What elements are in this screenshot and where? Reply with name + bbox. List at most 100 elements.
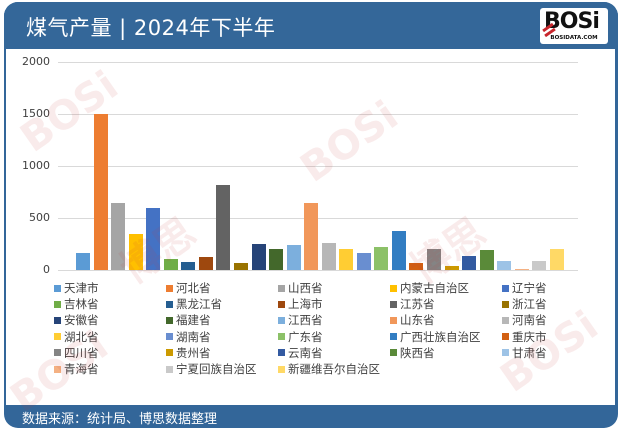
- legend-swatch-icon: [166, 333, 173, 341]
- legend-swatch-icon: [54, 300, 61, 308]
- logo-domain: BOSIDATA.COM: [550, 35, 598, 41]
- legend-label: 安徽省: [64, 313, 99, 328]
- legend-item: 云南省: [278, 345, 323, 361]
- legend-swatch-icon: [390, 349, 397, 357]
- bar-17: [356, 252, 371, 270]
- legend-item: 安徽省: [54, 312, 99, 328]
- gridline: [58, 270, 578, 271]
- header-bar: 煤气产量 | 2024年下半年 BOSi BOSIDATA.COM: [4, 2, 618, 49]
- bar-5: [146, 207, 161, 270]
- bosi-logo: BOSi BOSIDATA.COM: [540, 8, 608, 44]
- legend-swatch-icon: [166, 300, 173, 308]
- legend-swatch-icon: [54, 284, 61, 292]
- bar-13: [286, 245, 301, 270]
- bar-28: [549, 248, 564, 270]
- bar-7: [181, 262, 196, 270]
- legend-label: 内蒙古自治区: [400, 281, 469, 295]
- legend-swatch-icon: [278, 365, 285, 373]
- legend-swatch-icon: [278, 284, 285, 292]
- y-tick-label: 1000: [22, 159, 50, 172]
- legend-item: 甘肃省: [502, 345, 547, 361]
- plot-area: [58, 62, 578, 271]
- legend-item: 江苏省: [390, 296, 435, 312]
- legend-label: 广东省: [288, 329, 323, 344]
- legend-label: 甘肃省: [512, 345, 547, 360]
- legend-item: 江西省: [278, 312, 323, 328]
- data-source: 数据来源：统计局、博思数据整理: [22, 412, 218, 427]
- bar-23: [462, 255, 477, 270]
- y-tick-label: 1500: [22, 107, 50, 120]
- bar-16: [339, 248, 354, 270]
- legend-label: 吉林省: [64, 297, 99, 312]
- legend-label: 上海市: [288, 297, 323, 312]
- legend-label: 湖南省: [176, 329, 211, 344]
- bar-20: [409, 262, 424, 270]
- legend-swatch-icon: [278, 349, 285, 357]
- legend-swatch-icon: [502, 349, 509, 357]
- legend-label: 江苏省: [400, 297, 435, 312]
- legend-label: 江西省: [288, 313, 323, 328]
- legend-item: 辽宁省: [502, 280, 547, 296]
- legend-swatch-icon: [502, 300, 509, 308]
- bar-18: [374, 246, 389, 270]
- gridline: [58, 166, 578, 167]
- legend-item: 陕西省: [390, 345, 435, 361]
- bar-8: [198, 257, 213, 270]
- legend-label: 宁夏回族自治区: [176, 362, 257, 376]
- legend-item: 四川省: [54, 345, 99, 361]
- bar-10: [233, 262, 248, 270]
- legend-swatch-icon: [166, 316, 173, 324]
- footer-bar: 数据来源：统计局、博思数据整理: [4, 405, 618, 428]
- y-tick-label: 0: [43, 263, 50, 276]
- legend-swatch-icon: [54, 349, 61, 357]
- legend-label: 辽宁省: [512, 281, 547, 295]
- bar-26: [514, 268, 529, 270]
- gridline: [58, 62, 578, 63]
- bar-27: [532, 260, 547, 270]
- legend-item: 山西省: [278, 280, 323, 296]
- legend-item: 吉林省: [54, 296, 99, 312]
- legend-swatch-icon: [166, 365, 173, 373]
- bar-9: [216, 185, 231, 270]
- legend-item: 湖北省: [54, 329, 99, 345]
- legend-label: 青海省: [64, 362, 99, 376]
- legend-item: 新疆维吾尔自治区: [278, 361, 380, 377]
- legend-item: 浙江省: [502, 296, 547, 312]
- legend-label: 重庆市: [512, 329, 547, 344]
- legend-swatch-icon: [502, 333, 509, 341]
- bar-1: [76, 252, 90, 270]
- gridline: [58, 114, 578, 115]
- legend-item: 黑龙江省: [166, 296, 222, 312]
- legend-label: 广西壮族自治区: [400, 329, 481, 344]
- bar-25: [497, 260, 512, 270]
- legend-swatch-icon: [166, 284, 173, 292]
- legend-label: 陕西省: [400, 345, 435, 360]
- bar-14: [304, 203, 319, 270]
- legend-item: 宁夏回族自治区: [166, 361, 257, 377]
- legend-swatch-icon: [278, 300, 285, 308]
- legend-item: 青海省: [54, 361, 99, 377]
- legend-swatch-icon: [278, 316, 285, 324]
- legend-label: 黑龙江省: [176, 297, 222, 312]
- bar-3: [111, 203, 126, 270]
- bar-4: [128, 233, 143, 270]
- bar-15: [321, 242, 336, 270]
- bar-24: [479, 249, 494, 270]
- legend-item: 贵州省: [166, 345, 211, 361]
- legend-item: 河北省: [166, 280, 211, 296]
- legend-item: 河南省: [502, 312, 547, 328]
- legend-swatch-icon: [390, 284, 397, 292]
- legend-swatch-icon: [502, 284, 509, 292]
- legend-swatch-icon: [390, 316, 397, 324]
- chart-card: 煤气产量 | 2024年下半年 BOSi BOSIDATA.COM 0 500 10…: [4, 2, 618, 428]
- legend-label: 浙江省: [512, 297, 547, 312]
- legend-label: 四川省: [64, 345, 99, 360]
- legend-swatch-icon: [54, 316, 61, 324]
- legend-item: 上海市: [278, 296, 323, 312]
- legend-item: 内蒙古自治区: [390, 280, 469, 296]
- legend-swatch-icon: [54, 333, 61, 341]
- legend-swatch-icon: [390, 333, 397, 341]
- bar-21: [427, 248, 441, 270]
- bar-11: [251, 244, 266, 270]
- legend-item: 广东省: [278, 329, 323, 345]
